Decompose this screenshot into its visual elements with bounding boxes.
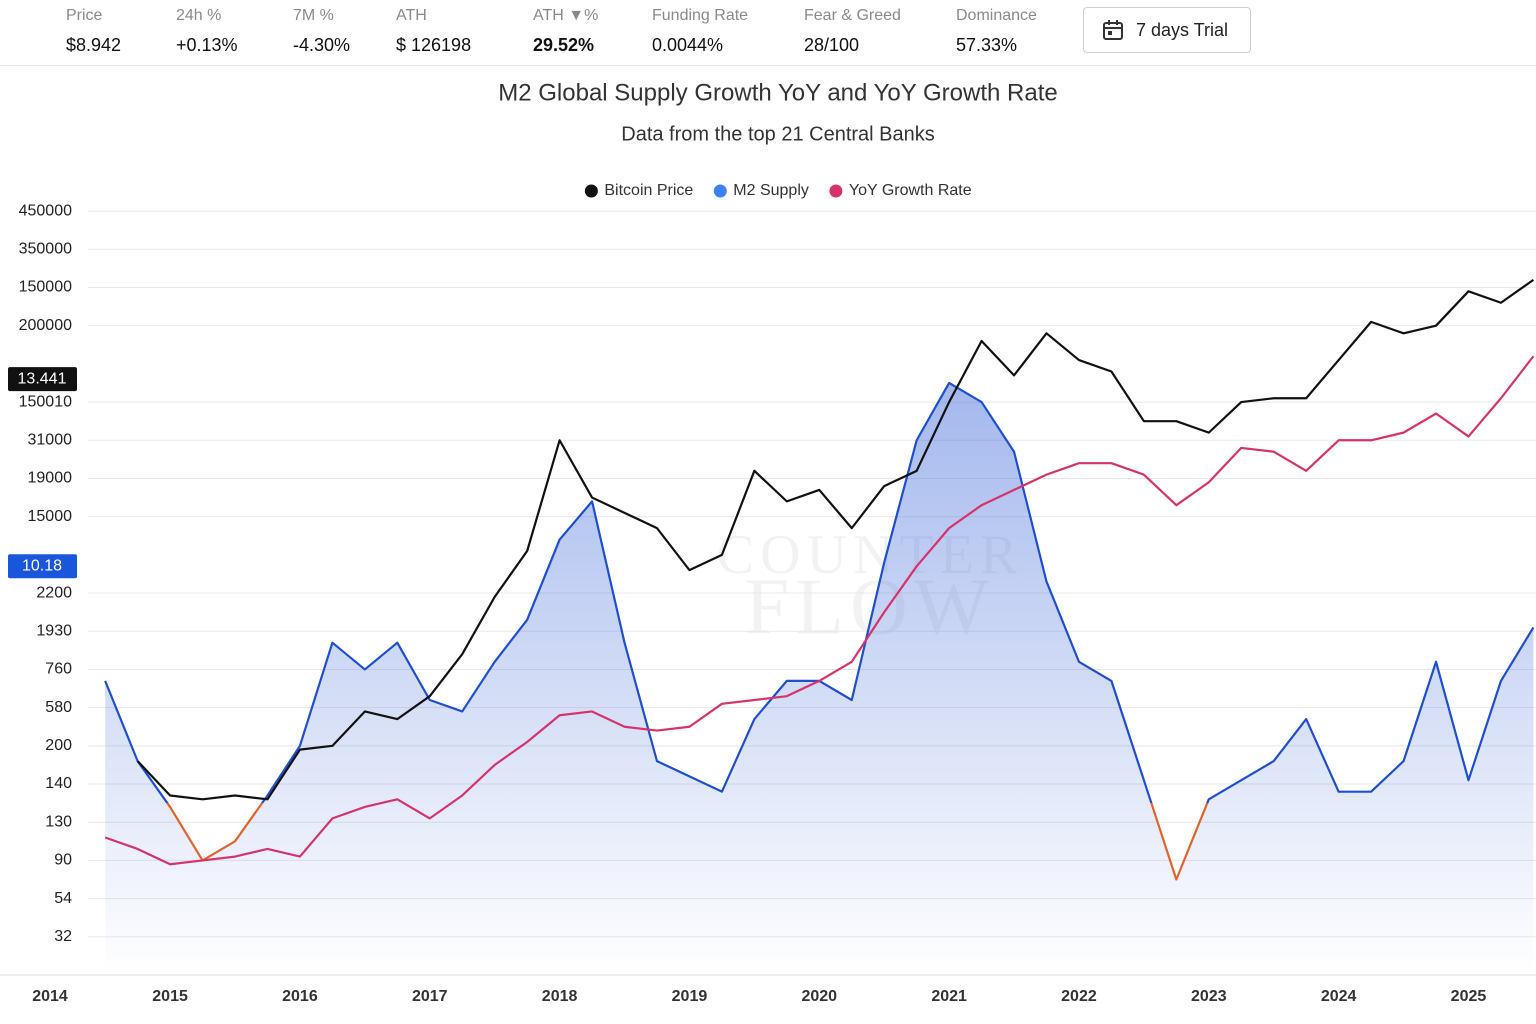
value-badge [8,554,77,579]
stat: ATH ▼% 29.52% [533,7,598,56]
stat-label: ATH ▼% [533,7,599,24]
x-tick-label: 2014 [32,988,68,1005]
stat-value: 57.33% [956,35,1018,55]
x-tick-label: 2021 [931,988,967,1005]
legend: Bitcoin Price M2 Supply YoY Growth Rate [584,182,972,199]
value-badge-label: 13.441 [18,370,67,387]
chart-subtitle: Data from the top 21 Central Banks [621,123,935,145]
legend-marker [829,184,843,198]
y-tick-label: 760 [45,661,72,678]
stat: Dominance 57.33% [956,7,1037,56]
x-tick-label: 2020 [801,988,837,1005]
line [104,355,1535,866]
area [105,382,1534,976]
y-tick-label: 32 [54,928,72,945]
stat-value: +0.13% [176,35,238,55]
y-tick-label: 130 [45,813,72,830]
y-tick-label: 350000 [19,241,72,258]
stat-label: Price [66,7,103,24]
stat-value: 28/100 [804,35,860,55]
legend-marker [584,184,598,198]
x-tick-label: 2023 [1191,988,1227,1005]
y-tick-label: 580 [45,699,72,716]
value-badge-label: 10.18 [22,558,62,575]
x-tick-label: 2024 [1321,988,1357,1005]
stat: Price $8.942 [66,7,121,56]
stat: Fear & Greed 28/100 [804,7,901,56]
stat-label: Funding Rate [652,7,749,24]
x-tick-label: 2025 [1451,988,1487,1005]
x-tick-label: 2022 [1061,988,1097,1005]
x-tick-label: 2017 [412,988,448,1005]
y-tick-label: 450000 [19,202,72,219]
button-label: 7 days Trial [1136,19,1229,40]
stat-label: ATH [396,7,427,24]
calendar-icon [1103,20,1123,40]
y-tick-label: 19000 [28,470,73,487]
stat-value: 29.52% [533,35,595,55]
y-tick-label: 1930 [36,622,72,639]
stat-value: $8.942 [66,35,122,55]
x-tick-label: 2019 [672,988,708,1005]
stat-label: 24h % [176,7,222,24]
y-tick-label: 90 [54,852,72,869]
legend-marker [713,184,727,198]
stat-value: $ 126198 [396,35,472,55]
stat: 24h % +0.13% [176,7,238,56]
stat: 7M % -4.30% [293,7,350,56]
x-tick-label: 2015 [152,988,188,1005]
line [136,278,1535,801]
stat-value: -4.30% [293,35,351,55]
x-tick-label: 2018 [542,988,578,1005]
y-tick-label: 200000 [19,317,72,334]
y-tick-label: 150010 [19,393,72,410]
legend-label: YoY Growth Rate [849,182,972,199]
y-tick-label: 2200 [36,584,72,601]
stat-label: Fear & Greed [804,7,901,24]
value-badge [8,367,77,392]
y-tick-label: 150000 [19,279,72,296]
y-tick-label: 200 [45,737,72,754]
stats-bar: Price $8.942 24h % +0.13% 7M % -4.30% ATH $ 126… [0,0,1536,66]
y-tick-label: 54 [54,890,72,907]
stat-label: Dominance [956,7,1037,24]
trial-button[interactable]: 7 days Trial [1083,7,1251,53]
legend-label: Bitcoin Price [604,182,693,199]
chart-title: M2 Global Supply Growth YoY and YoY Grow… [498,79,1057,106]
y-tick-label: 31000 [28,431,73,448]
x-tick-label: 2016 [282,988,318,1005]
y-tick-label: 15000 [28,508,73,525]
stat-label: 7M % [293,7,334,24]
stat: ATH $ 126198 [396,7,471,56]
y-tick-label: 140 [45,775,72,792]
stat: Funding Rate 0.0044% [652,7,748,56]
stat-value: 0.0044% [652,35,724,55]
legend-label: M2 Supply [733,182,809,199]
